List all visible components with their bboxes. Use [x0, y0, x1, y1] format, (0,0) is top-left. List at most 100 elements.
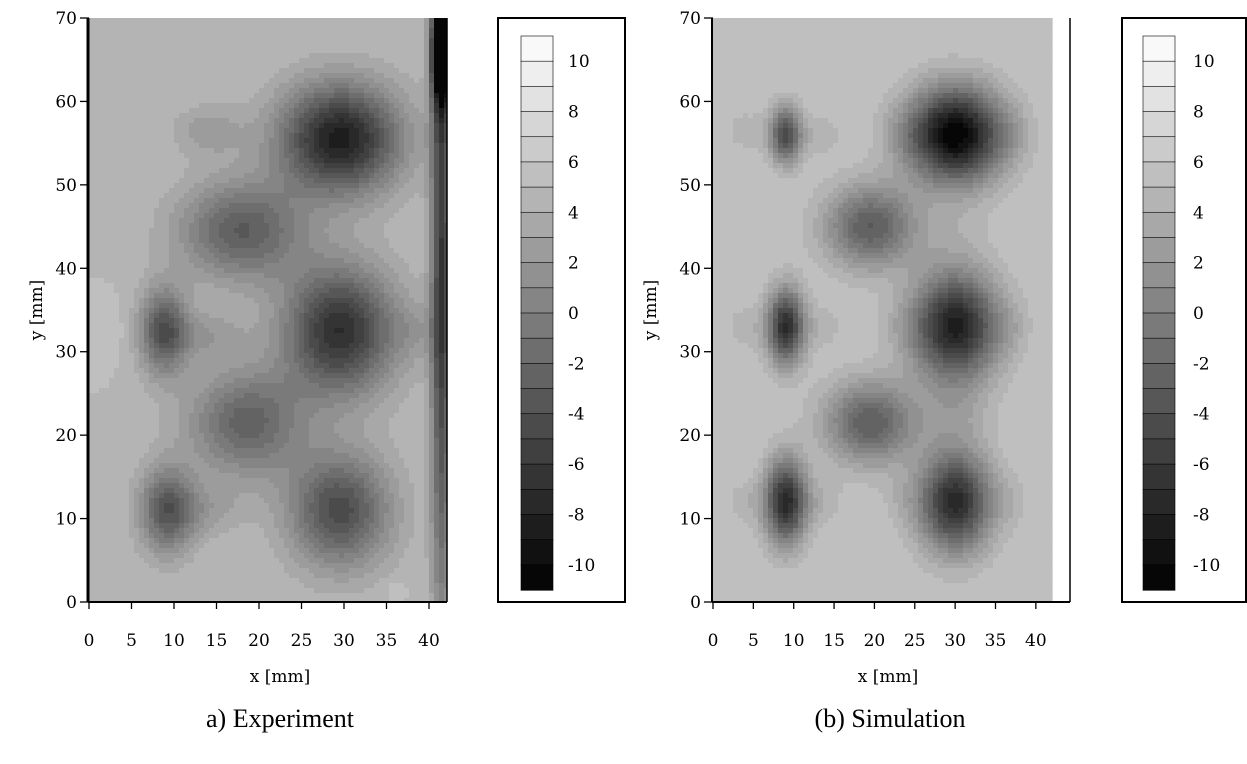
contour-cell	[898, 338, 904, 344]
contour-cell	[913, 308, 919, 314]
contour-cell	[908, 318, 914, 324]
contour-cell	[399, 68, 425, 74]
contour-cell	[983, 93, 989, 99]
contour-cell	[733, 123, 764, 129]
contour-cell	[439, 488, 445, 494]
contour-cell	[149, 528, 160, 534]
contour-cell	[978, 348, 984, 354]
contour-cell	[424, 188, 430, 194]
contour-cell	[424, 343, 430, 349]
contour-cell	[174, 558, 195, 564]
contour-cell	[334, 568, 350, 574]
contour-cell	[414, 488, 425, 494]
contour-cell	[903, 353, 909, 359]
contour-cell	[394, 328, 410, 334]
contour-cell	[1003, 468, 1014, 474]
contour-cell	[788, 298, 794, 304]
contour-cell	[893, 348, 899, 354]
contour-cell	[159, 303, 175, 309]
contour-cell	[933, 533, 939, 539]
contour-cell	[334, 188, 360, 194]
contour-cell	[144, 303, 150, 309]
contour-cell	[154, 468, 165, 474]
contour-cell	[189, 463, 210, 469]
contour-cell	[329, 468, 345, 474]
contour-cell	[713, 233, 804, 239]
contour-cell	[424, 28, 430, 34]
colorbar-bands-experiment	[520, 35, 554, 591]
contour-cell	[998, 463, 1009, 469]
contour-cell	[254, 298, 270, 304]
contour-cell	[898, 313, 904, 319]
contour-cell	[369, 288, 380, 294]
contour-cell	[429, 543, 435, 549]
contour-cell	[394, 103, 405, 109]
contour-cell	[898, 508, 909, 514]
contour-cell	[404, 503, 415, 509]
contour-cell	[933, 483, 939, 489]
contour-cell	[798, 473, 804, 479]
contour-cell	[429, 533, 435, 539]
contour-cell	[773, 148, 779, 154]
contour-cell	[988, 158, 994, 164]
contour-cell	[923, 173, 934, 179]
contour-cell	[259, 163, 270, 169]
contour-cell	[129, 503, 135, 509]
contour-cell	[778, 373, 794, 379]
contour-cell	[918, 458, 929, 464]
contour-cell	[843, 243, 849, 249]
contour-cell	[918, 503, 924, 509]
contour-cell	[244, 123, 265, 129]
contour-cell	[329, 353, 350, 359]
contour-cell	[294, 318, 300, 324]
contour-cell	[399, 128, 405, 134]
contour-cell	[429, 78, 435, 84]
contour-cell	[309, 128, 315, 134]
contour-cell	[399, 403, 425, 409]
contour-cell	[444, 448, 447, 454]
contour-cell	[404, 143, 415, 149]
contour-cell	[444, 143, 447, 149]
contour-cell	[434, 488, 440, 494]
contour-cell	[399, 148, 405, 154]
contour-cell	[933, 148, 939, 154]
contour-cell	[988, 478, 994, 484]
contour-cell	[893, 243, 904, 249]
contour-cell	[798, 338, 804, 344]
contour-cell	[753, 483, 759, 489]
contour-cell	[958, 153, 969, 159]
contour-cell	[983, 263, 994, 269]
contour-cell	[189, 358, 260, 364]
contour-cell	[204, 503, 215, 509]
contour-cell	[1033, 153, 1053, 159]
contour-cell	[294, 408, 320, 414]
contour-cell	[713, 328, 734, 334]
contour-cell	[983, 508, 989, 514]
contour-cell	[713, 123, 734, 129]
contour-cell	[179, 318, 185, 324]
contour-cell	[304, 298, 315, 304]
contour-cell	[274, 523, 285, 529]
contour-cell	[424, 213, 430, 219]
contour-cell	[289, 203, 330, 209]
contour-cell	[134, 493, 140, 499]
contour-cell	[269, 158, 280, 164]
contour-cell	[439, 513, 445, 519]
contour-cell	[1028, 308, 1053, 314]
contour-cell	[778, 348, 794, 354]
contour-cell	[154, 208, 175, 214]
contour-cell	[434, 583, 440, 589]
contour-cell	[444, 468, 447, 474]
contour-cell	[883, 93, 899, 99]
contour-cell	[793, 133, 799, 139]
contour-cell	[913, 333, 919, 339]
contour-cell	[783, 453, 794, 459]
contour-cell	[379, 178, 390, 184]
contour-cell	[883, 248, 899, 254]
contour-cell	[858, 413, 884, 419]
contour-cell	[314, 333, 325, 339]
contour-cell	[439, 183, 445, 189]
contour-cell	[713, 163, 769, 169]
contour-cell	[883, 438, 894, 444]
contour-cell	[888, 88, 904, 94]
